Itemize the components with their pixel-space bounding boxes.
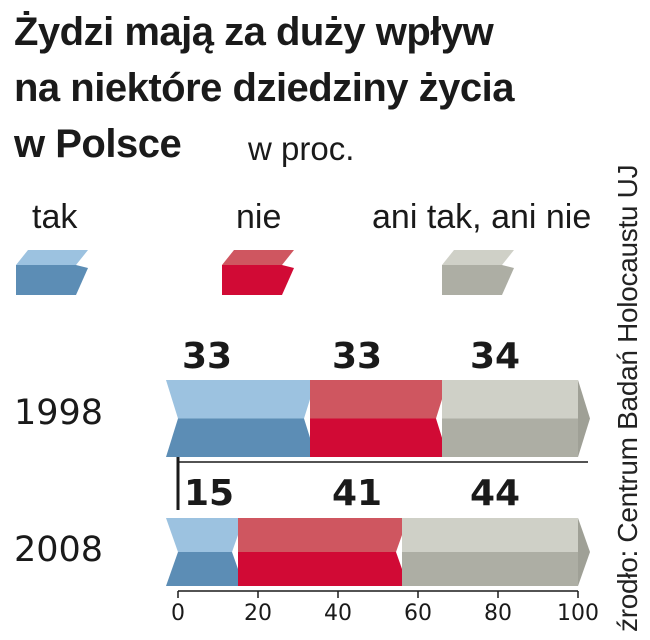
legend-swatch-top — [222, 250, 294, 265]
legend-swatch — [16, 265, 88, 295]
legend-swatch-top — [16, 250, 88, 265]
x-tick-label: 100 — [557, 601, 599, 626]
bar-segment — [166, 552, 244, 586]
data-label: 15 — [184, 473, 234, 514]
x-tick-label: 0 — [171, 601, 185, 626]
unit-label: w proc. — [248, 130, 355, 167]
legend-label-ani: ani tak, ani nie — [372, 198, 592, 236]
bar-segment — [310, 380, 448, 419]
title-line-1: Żydzi mają za duży wpływ — [14, 10, 494, 54]
bar-end-cap — [578, 380, 590, 457]
x-tick-label: 60 — [404, 601, 432, 626]
bar-segment — [238, 518, 408, 552]
data-label: 44 — [470, 473, 520, 514]
bar-segment — [402, 552, 578, 586]
data-label: 33 — [182, 336, 232, 377]
bar-segment — [442, 418, 578, 457]
legend-swatch — [442, 265, 514, 295]
data-label: 41 — [332, 473, 382, 514]
legend-swatch — [222, 265, 294, 295]
data-label: 34 — [470, 336, 520, 377]
bar-segment — [166, 518, 244, 552]
bar-segment — [166, 418, 316, 457]
year-label: 2008 — [14, 530, 103, 570]
x-tick-label: 40 — [324, 601, 352, 626]
year-label: 1998 — [14, 393, 103, 433]
legend-swatch-top — [442, 250, 514, 265]
x-tick-label: 20 — [244, 601, 272, 626]
legend-label-tak: tak — [32, 198, 78, 236]
title-line-3: w Polsce — [14, 122, 182, 166]
legend-label-nie: nie — [236, 198, 282, 236]
bar-segment — [238, 552, 408, 586]
bar-end-cap — [578, 518, 590, 586]
bar-segment — [310, 418, 448, 457]
chart-title: Żydzi mają za duży wpływ na niektóre dzi… — [14, 4, 515, 172]
bar-segment — [402, 518, 578, 552]
bar-segment — [166, 380, 316, 419]
title-line-2: na niektóre dziedziny życia — [14, 66, 515, 110]
data-label: 33 — [332, 336, 382, 377]
x-tick-label: 80 — [484, 601, 512, 626]
bar-segment — [442, 380, 578, 419]
